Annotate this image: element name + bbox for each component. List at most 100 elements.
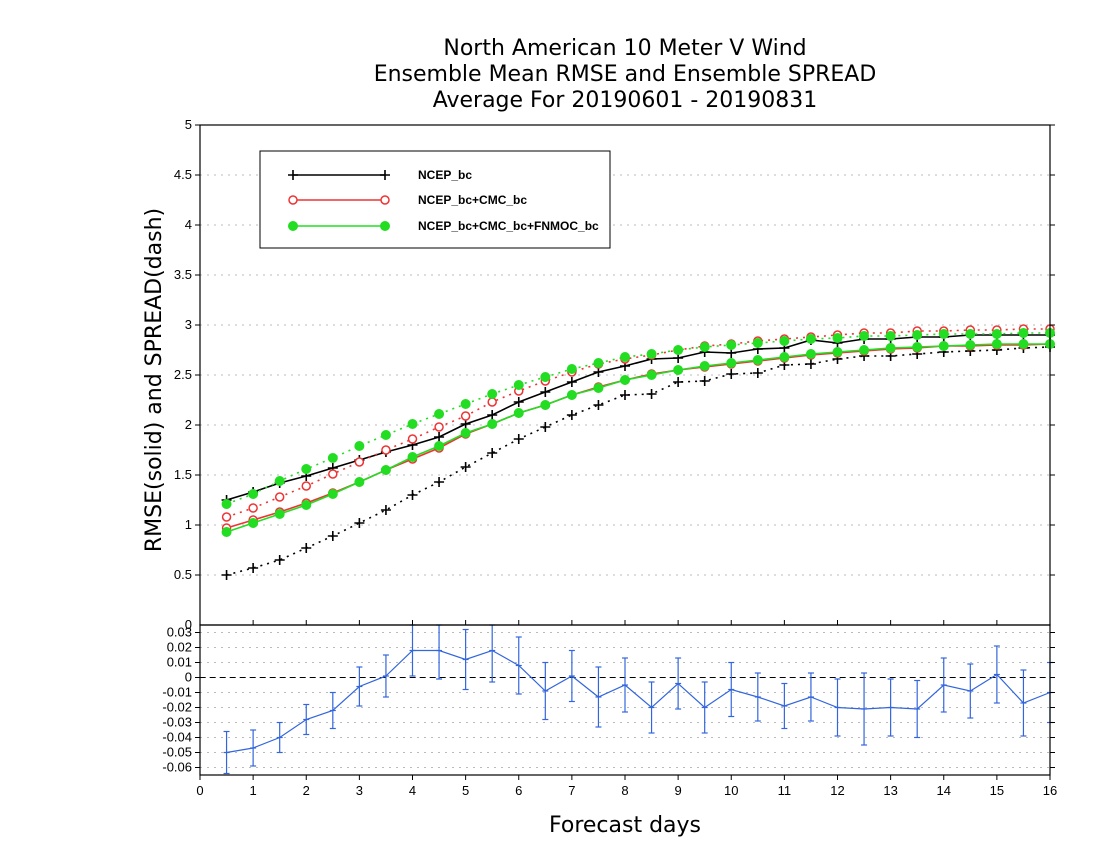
legend-marker-right <box>380 195 390 205</box>
legend-marker-left <box>288 170 298 180</box>
upper-y-tick-label: 3 <box>185 317 192 332</box>
rmse-point-ncep-bc-cmc-bc-fnmoc-bc <box>885 343 896 353</box>
rmse-point-ncep-bc-cmc-bc-fnmoc-bc <box>248 518 259 528</box>
spread-line-ncep-bc <box>226 346 1051 576</box>
spread-point-ncep-bc-cmc-bc-fnmoc-bc <box>380 430 391 440</box>
lower-y-tick-label: 0.03 <box>167 625 192 640</box>
spread-point-ncep-bc-cmc-bc <box>328 469 338 479</box>
legend-marker-right <box>380 170 390 180</box>
spread-point-ncep-bc <box>460 462 471 472</box>
spread-point-ncep-bc <box>620 390 630 400</box>
spread-point-ncep-bc-cmc-bc-fnmoc-bc <box>752 338 763 348</box>
spread-point-ncep-bc <box>354 518 365 528</box>
spread-point-ncep-bc-cmc-bc <box>407 434 418 444</box>
spread-point-ncep-bc <box>407 490 418 500</box>
spread-point-ncep-bc-cmc-bc-fnmoc-bc <box>673 345 684 355</box>
boundary-y-tick-label: 0 <box>185 617 192 632</box>
lower-y-tick-label: -0.02 <box>162 700 192 715</box>
rmse-point-ncep-bc-cmc-bc-fnmoc-bc <box>938 341 949 351</box>
spread-point-ncep-bc-cmc-bc-fnmoc-bc <box>540 372 551 382</box>
rmse-point-ncep-bc-cmc-bc-fnmoc-bc <box>726 358 737 368</box>
x-tick-label: 0 <box>196 783 203 798</box>
lower-y-tick-label: -0.04 <box>162 730 192 745</box>
rmse-point-ncep-bc-cmc-bc-fnmoc-bc <box>460 428 471 438</box>
upper-y-tick-label: 5 <box>185 117 192 132</box>
x-tick-label: 15 <box>990 783 1004 798</box>
spread-point-ncep-bc-cmc-bc-fnmoc-bc <box>779 336 790 346</box>
x-tick-label: 8 <box>621 783 628 798</box>
spread-point-ncep-bc-cmc-bc-fnmoc-bc <box>938 329 949 339</box>
rmse-point-ncep-bc-cmc-bc-fnmoc-bc <box>752 355 763 365</box>
x-tick-label: 5 <box>462 783 469 798</box>
x-tick-label: 16 <box>1043 783 1057 798</box>
rmse-point-ncep-bc-cmc-bc-fnmoc-bc <box>566 390 577 400</box>
spread-point-ncep-bc <box>699 376 710 386</box>
spread-point-ncep-bc-cmc-bc <box>381 445 391 455</box>
spread-point-ncep-bc-cmc-bc-fnmoc-bc <box>726 340 737 350</box>
rmse-point-ncep-bc-cmc-bc-fnmoc-bc <box>274 509 285 519</box>
legend-marker-left <box>288 221 298 231</box>
rmse-line-ncep-bc <box>226 334 1050 501</box>
spread-point-ncep-bc-cmc-bc <box>301 481 311 491</box>
spread-point-ncep-bc <box>726 369 737 379</box>
spread-point-ncep-bc-cmc-bc-fnmoc-bc <box>327 453 338 463</box>
spread-point-ncep-bc <box>221 570 232 580</box>
x-axis-label: Forecast days <box>549 813 701 838</box>
upper-y-tick-label: 0.5 <box>174 567 192 582</box>
rmse-point-ncep-bc-cmc-bc-fnmoc-bc <box>646 370 657 380</box>
spread-point-ncep-bc <box>593 400 604 410</box>
x-tick-label: 12 <box>830 783 844 798</box>
lower-y-tick-label: 0.02 <box>167 640 192 655</box>
upper-y-tick-label: 1.5 <box>174 467 192 482</box>
rmse-line-ncep-bc-cmc-bc-fnmoc-bc <box>226 343 1050 533</box>
spread-point-ncep-bc-cmc-bc-fnmoc-bc <box>646 349 657 359</box>
legend-label: NCEP_bc <box>418 168 472 182</box>
lower-y-tick-label: -0.06 <box>162 760 192 775</box>
rmse-point-ncep-bc-cmc-bc-fnmoc-bc <box>327 489 338 499</box>
spread-point-ncep-bc <box>566 410 577 420</box>
spread-point-ncep-bc-cmc-bc <box>354 457 365 467</box>
rmse-point-ncep-bc-cmc-bc-fnmoc-bc <box>487 419 498 429</box>
rmse-point-ncep-bc-cmc-bc-fnmoc-bc <box>832 347 843 357</box>
spread-point-ncep-bc-cmc-bc-fnmoc-bc <box>434 409 445 419</box>
legend-label: NCEP_bc+CMC_bc+FNMOC_bc <box>418 219 599 233</box>
y-axis-label: RMSE(solid) and SPREAD(dash) <box>142 208 167 552</box>
spread-point-ncep-bc-cmc-bc <box>248 503 258 513</box>
x-tick-label: 14 <box>937 783 951 798</box>
x-tick-label: 7 <box>568 783 575 798</box>
legend-marker-right <box>380 221 390 231</box>
x-tick-label: 1 <box>250 783 257 798</box>
x-tick-label: 2 <box>303 783 310 798</box>
spread-point-ncep-bc <box>301 543 312 553</box>
x-tick-label: 10 <box>724 783 738 798</box>
rmse-point-ncep-bc-cmc-bc-fnmoc-bc <box>434 441 445 451</box>
x-tick-label: 13 <box>883 783 897 798</box>
spread-point-ncep-bc <box>646 389 657 399</box>
spread-point-ncep-bc-cmc-bc <box>487 397 497 407</box>
rmse-point-ncep-bc <box>566 377 577 387</box>
spread-point-ncep-bc-cmc-bc-fnmoc-bc <box>221 499 232 509</box>
rmse-point-ncep-bc-cmc-bc-fnmoc-bc <box>912 342 923 352</box>
spread-line-ncep-bc-cmc-bc-fnmoc-bc <box>226 332 1050 505</box>
lower-panel-series <box>223 624 1053 775</box>
spread-point-ncep-bc <box>805 359 816 369</box>
upper-panel-series <box>221 324 1055 580</box>
legend: NCEP_bc NCEP_bc+CMC_bc NCEP_bc+CMC_bc+FNMO… <box>259 150 611 249</box>
spread-point-ncep-bc-cmc-bc-fnmoc-bc <box>699 342 710 352</box>
spread-point-ncep-bc <box>434 477 445 487</box>
rmse-point-ncep-bc <box>540 387 551 397</box>
spread-point-ncep-bc-cmc-bc-fnmoc-bc <box>248 489 259 499</box>
lower-y-tick-label: 0.01 <box>167 655 192 670</box>
rmse-point-ncep-bc-cmc-bc-fnmoc-bc <box>513 408 524 418</box>
spread-point-ncep-bc-cmc-bc-fnmoc-bc <box>991 329 1002 339</box>
spread-point-ncep-bc-cmc-bc-fnmoc-bc <box>460 399 471 409</box>
spread-point-ncep-bc-cmc-bc-fnmoc-bc <box>513 380 524 390</box>
lower-y-tick-label: 0 <box>185 670 192 685</box>
x-tick-label: 3 <box>356 783 363 798</box>
axis-ticks: 0.511.522.533.544.550-0.06-0.05-0.04-0.0… <box>162 117 1057 798</box>
spread-point-ncep-bc-cmc-bc <box>221 512 232 522</box>
lower-y-tick-label: -0.03 <box>162 715 192 730</box>
difference-line <box>226 649 1051 754</box>
rmse-point-ncep-bc <box>434 432 445 442</box>
